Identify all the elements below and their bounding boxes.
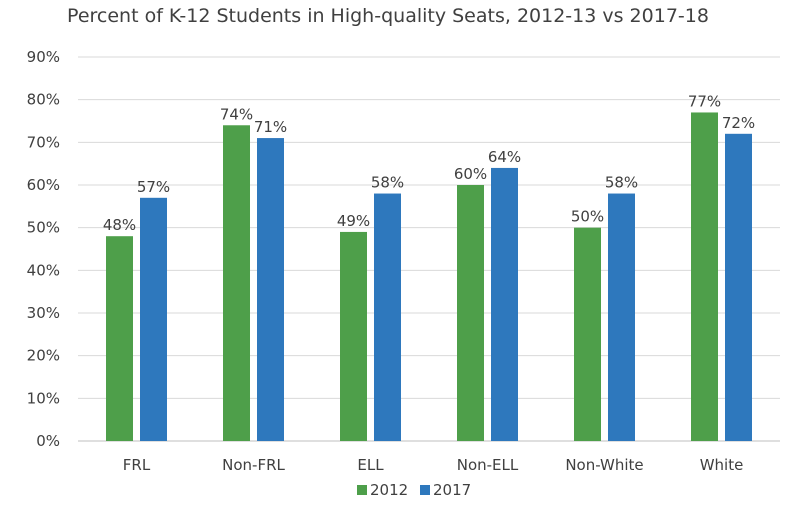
data-label-2012-frl: 48% (103, 216, 136, 234)
bar-2017-white (725, 133, 752, 442)
y-tick-label: 80% (27, 91, 60, 109)
data-label-2012-white: 77% (688, 92, 721, 110)
bar-2017-frl (140, 197, 167, 441)
y-tick-label: 50% (27, 219, 60, 237)
data-label-2017-white: 72% (722, 114, 755, 132)
y-tick-label: 0% (36, 432, 60, 450)
legend-label-2012: 2012 (370, 481, 408, 499)
legend-swatch-2017 (420, 485, 430, 495)
x-tick-label: FRL (123, 456, 151, 474)
bar-2012-white (691, 112, 718, 441)
data-label-2017-non-ell: 64% (488, 148, 521, 166)
bar-2012-non-white (574, 227, 601, 441)
bar-2017-ell (374, 193, 401, 441)
data-label-2017-frl: 57% (137, 178, 170, 196)
y-axis: 0% 10% 20% 30% 40% 50% 60% 70% 80% 90% (27, 48, 60, 450)
data-label-2017-non-frl: 71% (254, 118, 287, 136)
legend: 2012 2017 (357, 481, 471, 499)
bar-2017-non-frl (257, 138, 284, 442)
bar-2012-frl (106, 236, 133, 441)
bar-2017-non-ell (491, 167, 518, 441)
x-axis: FRL Non-FRL ELL Non-ELL Non-White White (123, 456, 744, 474)
y-tick-label: 30% (27, 304, 60, 322)
data-label-2012-non-white: 50% (571, 208, 604, 226)
x-tick-label: Non-ELL (457, 456, 519, 474)
data-label-2012-non-frl: 74% (220, 105, 253, 123)
x-tick-label: Non-FRL (222, 456, 285, 474)
y-tick-label: 20% (27, 347, 60, 365)
legend-swatch-2012 (357, 485, 367, 495)
data-label-2012-ell: 49% (337, 212, 370, 230)
legend-label-2017: 2017 (433, 481, 471, 499)
chart-title: Percent of K-12 Students in High-quality… (67, 5, 709, 27)
y-tick-label: 10% (27, 389, 60, 407)
x-tick-label: ELL (357, 456, 384, 474)
bar-2012-non-frl (223, 125, 250, 442)
x-tick-label: Non-White (565, 456, 643, 474)
bar-2012-ell (340, 231, 367, 441)
data-labels: 48%57%74%71%49%58% 60%64%50%58%77%72% (103, 92, 755, 234)
bar-2012-non-ell (457, 185, 484, 441)
y-tick-label: 70% (27, 133, 60, 151)
x-tick-label: White (700, 456, 744, 474)
data-label-2017-ell: 58% (371, 174, 404, 192)
data-label-2012-non-ell: 60% (454, 165, 487, 183)
data-label-2017-non-white: 58% (605, 174, 638, 192)
bar-2017-non-white (608, 193, 635, 441)
y-tick-label: 60% (27, 176, 60, 194)
bars (106, 112, 752, 442)
gridlines (78, 56, 780, 442)
y-tick-label: 90% (27, 48, 60, 66)
y-tick-label: 40% (27, 261, 60, 279)
